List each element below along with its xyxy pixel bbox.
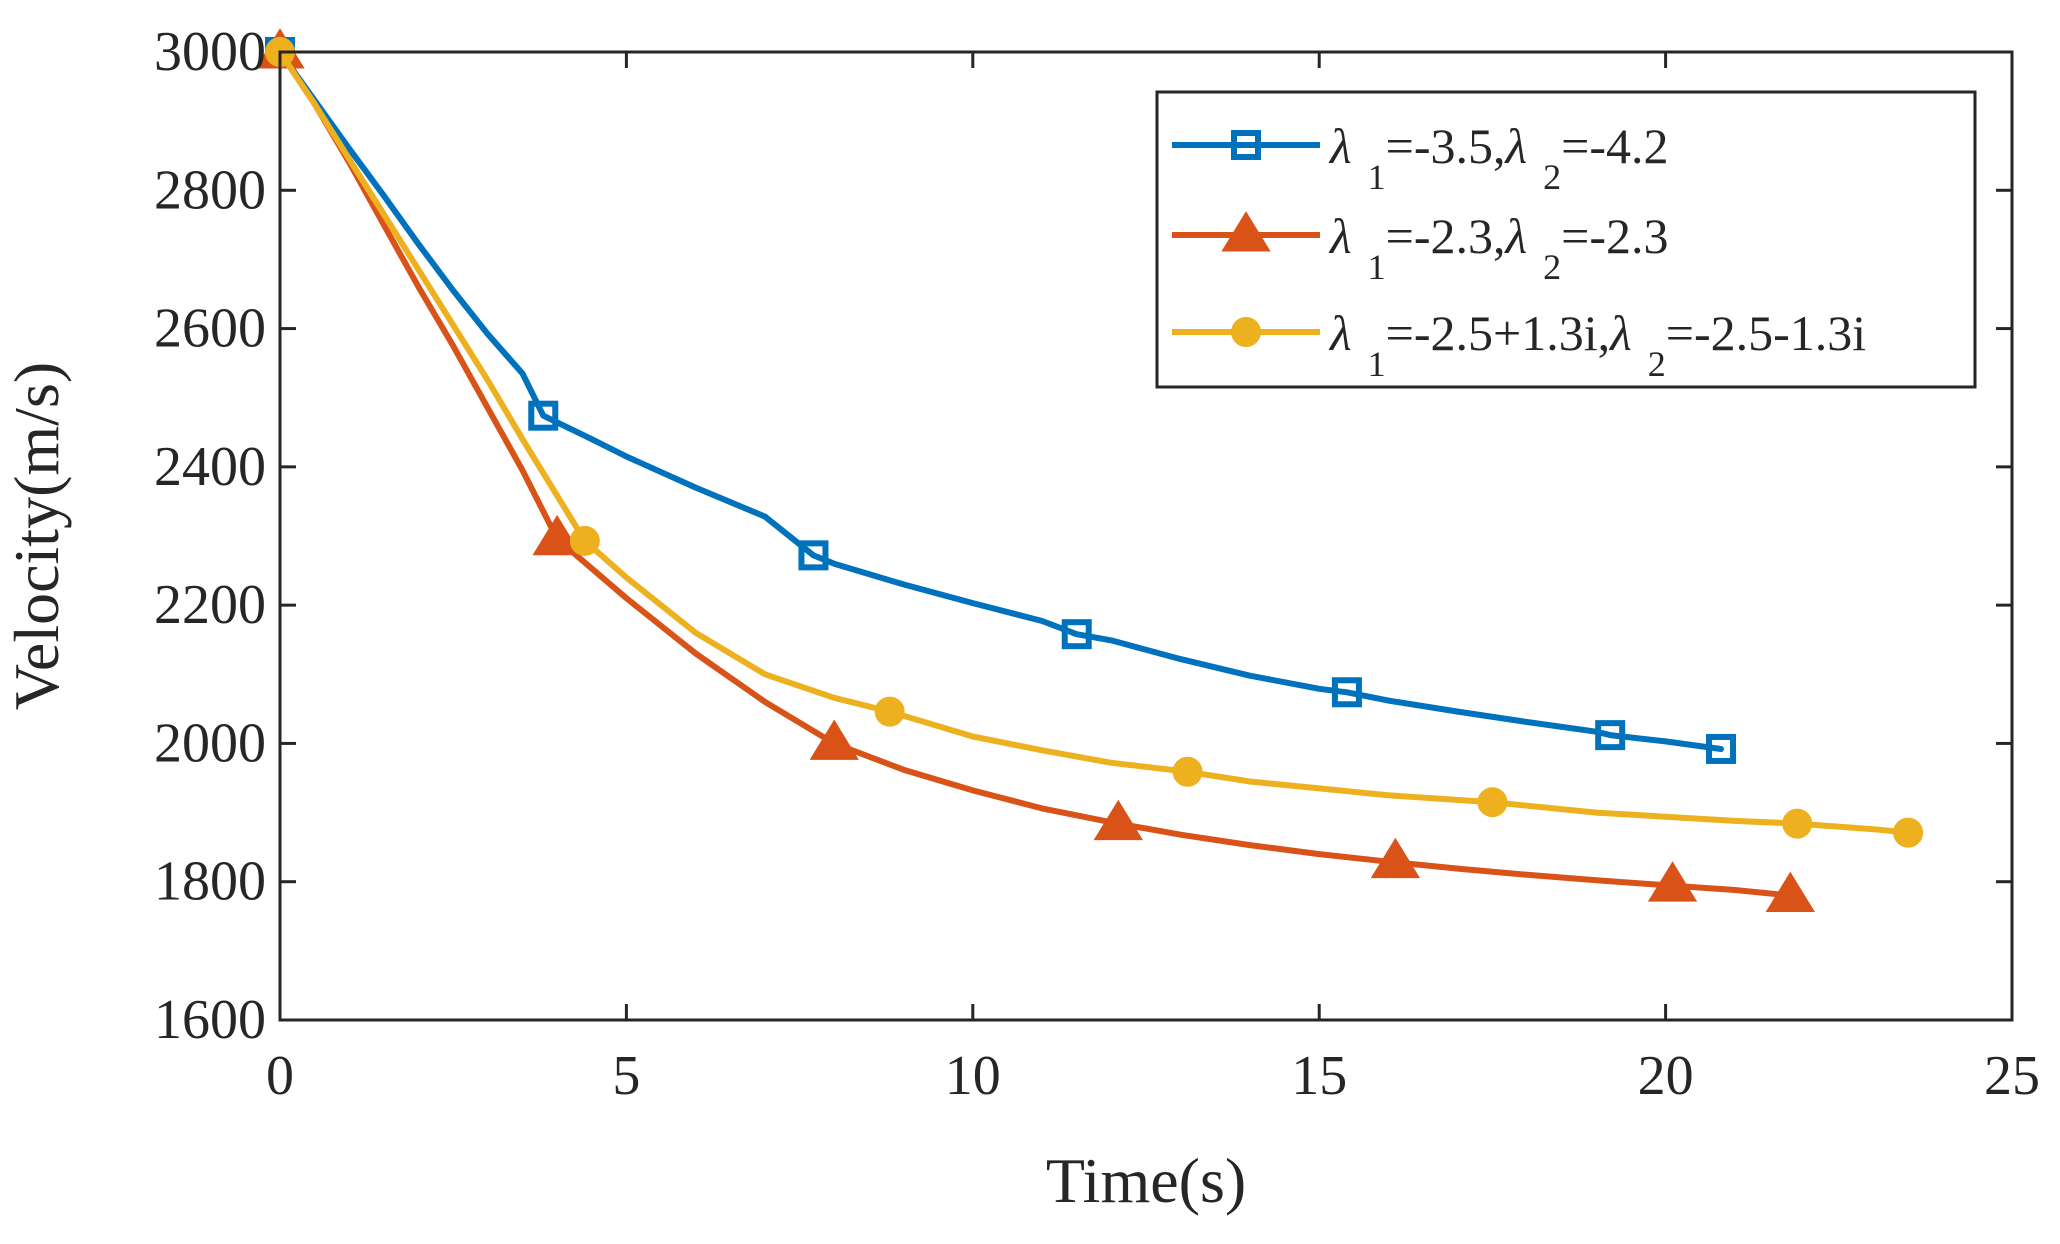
data-point-circle — [1477, 787, 1508, 818]
legend-entry: λ1=-2.5+1.3i,λ2=-2.5-1.3i — [1172, 305, 1866, 384]
series-line — [277, 49, 1912, 836]
data-point-triangle — [1765, 871, 1815, 913]
axis-layer: 0 5 10 15 20 25 1600 1800 2000 2200 2400 2600 2800 30… — [154, 21, 2040, 1107]
series-circle — [265, 37, 1924, 848]
y-tick-label: 1800 — [154, 851, 266, 913]
data-point-triangle — [532, 514, 582, 556]
data-point-circle — [1172, 756, 1203, 787]
x-tick-label: 15 — [1291, 1045, 1347, 1107]
data-point-circle — [569, 525, 600, 556]
legend-entry: λ1=-3.5,λ2=-4.2 — [1172, 118, 1669, 197]
series-line — [277, 49, 1794, 899]
legend-marker-square — [1231, 130, 1261, 160]
y-axis-title: Velocity(m/s) — [1, 362, 72, 710]
data-point-circle — [1893, 817, 1924, 848]
x-tick-label: 0 — [266, 1045, 294, 1107]
legend-marker-triangle — [1221, 211, 1271, 252]
data-point-square — [1595, 720, 1626, 751]
x-axis-title: Time(s) — [1046, 1145, 1246, 1216]
series-line — [277, 49, 1724, 752]
data-point-triangle — [1370, 837, 1421, 879]
x-tick-label: 25 — [1984, 1045, 2040, 1107]
data-point-triangle — [1093, 799, 1143, 841]
data-point-circle — [874, 696, 905, 727]
series-triangle — [255, 28, 1815, 913]
legend-label: λ1=-2.3,λ2=-2.3 — [1328, 208, 1669, 287]
x-tick-label: 5 — [612, 1045, 640, 1107]
y-tick-label: 3000 — [154, 21, 266, 83]
y-tick-label: 2000 — [154, 712, 266, 774]
data-point-circle — [1782, 808, 1813, 839]
x-tick-label: 10 — [945, 1045, 1001, 1107]
data-point-triangle — [1647, 861, 1698, 902]
data-point-triangle — [809, 719, 859, 760]
data-point-square — [528, 400, 559, 431]
data-point-square — [1061, 619, 1092, 650]
legend-label: λ1=-2.5+1.3i,λ2=-2.5-1.3i — [1328, 305, 1866, 384]
legend: λ1=-3.5,λ2=-4.2 λ1=-2.3,λ2=-2.3 λ1=-2.5+1.… — [1155, 90, 1977, 389]
y-tick-label: 2800 — [154, 159, 266, 221]
legend-marker-circle — [1231, 317, 1261, 347]
y-tick-label: 2200 — [154, 574, 266, 636]
x-tick-label: 20 — [1638, 1045, 1694, 1107]
data-point-square — [798, 540, 829, 571]
legend-box — [1155, 90, 1977, 389]
y-tick-label: 1600 — [154, 989, 266, 1051]
y-tick-label: 2400 — [154, 436, 266, 498]
series-layer — [255, 28, 1924, 913]
data-point-square — [1706, 733, 1737, 764]
legend-entry: λ1=-2.3,λ2=-2.3 — [1172, 208, 1669, 287]
legend-label: λ1=-3.5,λ2=-4.2 — [1328, 118, 1669, 197]
data-point-square — [1331, 677, 1362, 708]
plot-area-frame — [278, 50, 2014, 1022]
y-tick-label: 2600 — [154, 298, 266, 360]
